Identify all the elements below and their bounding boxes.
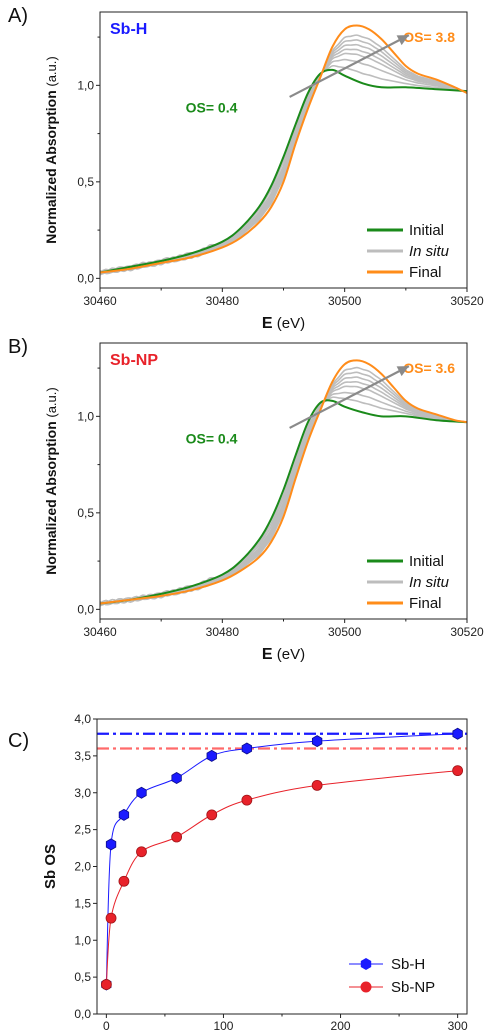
- sample-label: Sb-NP: [110, 352, 158, 369]
- data-point-sb-h: [171, 772, 182, 784]
- legend-label-0: Initial: [409, 222, 444, 239]
- panel-c: C) 0 100 200 300 0,0 0,5 1,0 1,5 2,0 2,5 3,0 3,5 4,0 t…: [8, 712, 468, 1036]
- y-tick-label: 1,0: [77, 78, 94, 92]
- annotation-initial-os: OS= 0.4: [186, 430, 238, 446]
- data-point-sb-np: [118, 875, 130, 887]
- y-tick-label: 3,5: [74, 749, 91, 763]
- panel-b: B) 30460 30480 30500 30520 0,0 0,5 1,0 E (eV) Nor…: [8, 336, 484, 663]
- os-arrow-shaft: [289, 34, 410, 98]
- y-tick-label: 2,0: [74, 860, 91, 874]
- panel-letter: B): [8, 336, 28, 358]
- x-axis-symbol: E: [262, 646, 273, 663]
- legend-label-0: Initial: [409, 553, 444, 570]
- y-axis-title: Sb OS: [42, 844, 59, 889]
- initial-curve: [100, 68, 467, 274]
- data-point-sb-np: [105, 912, 117, 924]
- x-tick-label: 30520: [450, 625, 484, 639]
- x-axis-unit: (eV): [273, 315, 306, 332]
- legend-marker-1: [360, 981, 372, 993]
- data-point-sb-h: [206, 749, 217, 762]
- annotation-final-os: OS= 3.8: [403, 29, 455, 45]
- data-point-sb-np: [100, 979, 112, 990]
- data-layer: [100, 359, 467, 607]
- y-axis-title: Normalized Absorption (a.u.): [43, 56, 59, 243]
- data-point-sb-h: [452, 727, 463, 740]
- y-axis-label: Normalized Absorption: [43, 421, 59, 575]
- data-point-sb-h: [105, 838, 117, 851]
- y-axis-unit: (a.u.): [44, 56, 59, 90]
- x-axis-title: t (min): [260, 1034, 304, 1036]
- legend-marker-0: [360, 958, 372, 970]
- y-tick-label: 0,5: [77, 175, 94, 189]
- data-point-sb-np: [136, 846, 147, 858]
- panel-a: A) 30460 30480 30500 30520 0,0 0,5 1,0 E (eV) Nor…: [8, 5, 484, 332]
- y-tick-label: 2,5: [74, 823, 91, 837]
- legend-label-2: Final: [409, 595, 442, 612]
- y-tick-label: 0,0: [77, 602, 94, 616]
- x-axis-title: E (eV): [262, 646, 305, 663]
- y-axis-unit: (a.u.): [44, 387, 59, 421]
- y-tick-label: 3,0: [74, 786, 91, 800]
- y-axis-title: Normalized Absorption (a.u.): [43, 387, 59, 574]
- x-tick-label: 30500: [328, 625, 362, 639]
- data-point-sb-h: [118, 808, 130, 821]
- x-tick-label: 30460: [83, 625, 117, 639]
- y-tick-label: 1,5: [74, 896, 91, 910]
- x-tick-label: 30480: [206, 294, 240, 308]
- os-arrow-head: [396, 35, 409, 46]
- data-point-sb-np: [311, 779, 323, 791]
- x-axis-title: E (eV): [262, 315, 305, 332]
- x-axis-unit: (min): [266, 1034, 304, 1036]
- x-tick-label: 200: [331, 1019, 351, 1033]
- data-point-sb-h: [136, 786, 147, 799]
- data-point-sb-np: [452, 765, 464, 777]
- x-tick-label: 0: [103, 1019, 110, 1033]
- data-point-sb-h: [241, 742, 253, 755]
- series-curve-1: [105, 770, 458, 985]
- panel-letter: A): [8, 5, 28, 27]
- data-point-sb-np: [171, 831, 183, 843]
- y-tick-label: 0,5: [74, 970, 91, 984]
- x-tick-label: 30500: [328, 294, 362, 308]
- legend-label-1: In situ: [409, 243, 450, 260]
- x-tick-label: 30520: [450, 294, 484, 308]
- final-curve: [100, 359, 467, 605]
- insitu-curve-5: [100, 371, 467, 605]
- annotation-final-os: OS= 3.6: [403, 360, 455, 376]
- x-tick-label: 30460: [83, 294, 117, 308]
- y-axis-label: Normalized Absorption: [43, 90, 59, 244]
- panel-letter: C): [8, 730, 29, 752]
- x-tick-label: 300: [448, 1019, 468, 1033]
- y-tick-label: 0,0: [77, 271, 94, 285]
- x-tick-label: 30480: [206, 625, 240, 639]
- data-layer: [100, 24, 467, 276]
- annotation-initial-os: OS= 0.4: [186, 99, 238, 115]
- y-tick-label: 0,5: [77, 506, 94, 520]
- legend-label-1: Sb-NP: [391, 979, 435, 996]
- os-arrow-shaft: [289, 365, 410, 429]
- x-axis-symbol: E: [262, 315, 273, 332]
- data-point-sb-np: [241, 794, 253, 806]
- series-curve-0: [105, 733, 458, 985]
- os-arrow-head: [396, 366, 409, 377]
- y-tick-label: 0,0: [74, 1007, 91, 1021]
- data-point-sb-np: [206, 809, 218, 821]
- y-tick-label: 1,0: [77, 409, 94, 423]
- legend-label-2: Final: [409, 264, 442, 281]
- y-tick-label: 4,0: [74, 712, 91, 726]
- sample-label: Sb-H: [110, 21, 147, 38]
- x-axis-unit: (eV): [273, 646, 306, 663]
- x-tick-label: 100: [213, 1019, 233, 1033]
- final-curve: [100, 24, 467, 274]
- x-axis-symbol: t: [260, 1034, 266, 1036]
- legend-label-0: Sb-H: [391, 956, 425, 973]
- y-tick-label: 1,0: [74, 933, 91, 947]
- data-point-sb-h: [311, 735, 323, 748]
- initial-curve: [100, 399, 467, 605]
- legend-label-1: In situ: [409, 574, 450, 591]
